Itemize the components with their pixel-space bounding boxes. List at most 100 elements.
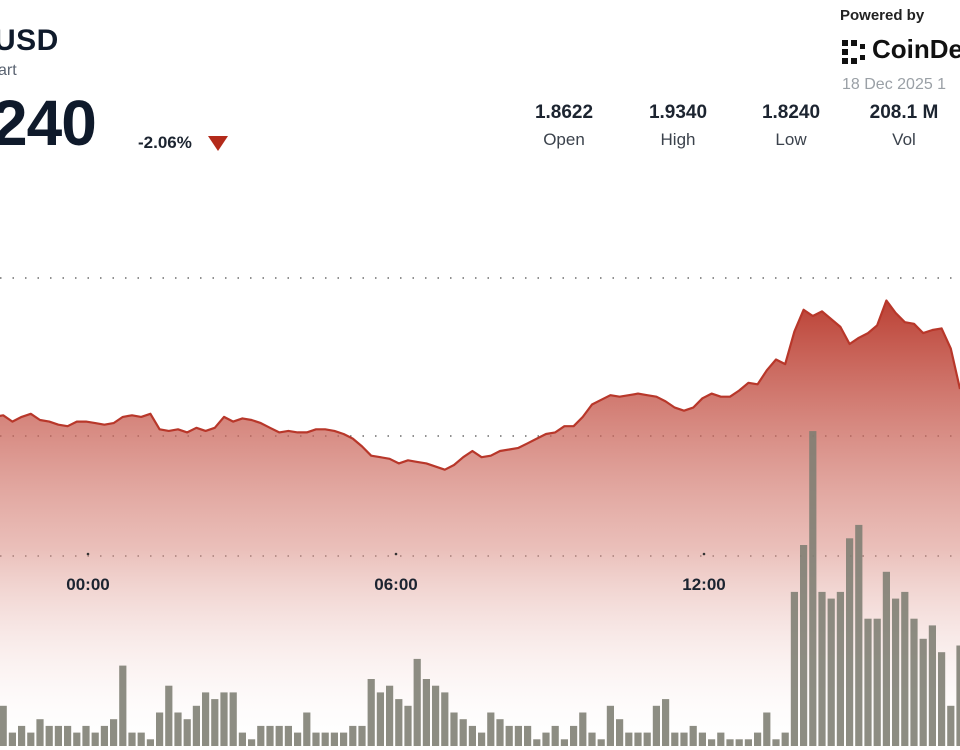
pair-title: USD	[0, 24, 59, 57]
stat-low-value: 1.8240	[761, 102, 821, 123]
x-tick-mark	[86, 552, 90, 556]
volume-bars	[0, 431, 960, 746]
x-tick-label: 06:00	[374, 575, 417, 594]
volume-bar	[901, 591, 909, 746]
coindesk-logo-icon[interactable]	[840, 38, 868, 66]
volume-bar	[800, 545, 808, 746]
stat-high: 1.9340 High	[628, 102, 728, 150]
volume-bar	[220, 692, 228, 746]
volume-bar	[257, 725, 265, 746]
volume-bar	[330, 732, 338, 746]
stat-vol-value: 208.1 M	[869, 102, 939, 123]
volume-bar	[882, 571, 890, 746]
x-axis-ticks: 00:00 06:00 12:00	[66, 552, 726, 594]
volume-bar	[321, 732, 329, 746]
volume-bar	[73, 732, 81, 746]
volume-bar	[8, 732, 16, 746]
volume-bar	[478, 732, 486, 746]
volume-bar	[45, 725, 53, 746]
volume-bar	[818, 591, 826, 746]
volume-bar	[809, 431, 817, 746]
volume-bar	[312, 732, 320, 746]
stat-vol: 208.1 M Vol	[854, 102, 954, 150]
volume-bar	[754, 732, 762, 746]
volume-bar	[266, 725, 274, 746]
volume-bar	[496, 719, 504, 746]
volume-bar	[873, 618, 881, 746]
volume-bar	[211, 699, 219, 746]
volume-bar	[846, 538, 854, 746]
volume-bar	[27, 732, 35, 746]
volume-bar	[560, 739, 568, 746]
timestamp: 18 Dec 2025 1	[842, 76, 947, 93]
volume-bar	[616, 719, 624, 746]
volume-bar	[54, 725, 62, 746]
volume-bar	[432, 685, 440, 746]
volume-bar	[165, 685, 173, 746]
brand-name[interactable]: CoinDe	[872, 34, 960, 64]
powered-by-label: Powered by	[840, 7, 925, 24]
volume-bar	[82, 725, 90, 746]
volume-bar	[772, 739, 780, 746]
volume-bar	[128, 732, 136, 746]
stat-open-value: 1.8622	[534, 102, 594, 123]
volume-bar	[386, 685, 394, 746]
volume-bar	[422, 679, 430, 746]
volume-bar	[625, 732, 633, 746]
volume-bar	[781, 732, 789, 746]
volume-bar	[735, 739, 743, 746]
volume-bar	[100, 725, 108, 746]
stat-vol-label: Vol	[892, 130, 916, 149]
volume-bar	[827, 598, 835, 746]
volume-bar	[18, 725, 26, 746]
volume-bar	[533, 739, 541, 746]
volume-bar	[708, 739, 716, 746]
volume-bar	[763, 712, 771, 746]
volume-bar	[652, 705, 660, 746]
x-tick-mark	[394, 552, 398, 556]
volume-bar	[790, 591, 798, 746]
volume-bar	[358, 725, 366, 746]
volume-bar	[717, 732, 725, 746]
volume-bar	[597, 739, 605, 746]
volume-bar	[275, 725, 283, 746]
x-tick-label: 00:00	[66, 575, 109, 594]
volume-bar	[487, 712, 495, 746]
volume-bar	[671, 732, 679, 746]
price-change: -2.06%	[138, 133, 192, 152]
volume-bar	[689, 725, 697, 746]
volume-bar	[146, 739, 154, 746]
volume-bar	[349, 725, 357, 746]
volume-bar	[156, 712, 164, 746]
volume-bar	[229, 692, 237, 746]
stat-open: 1.8622 Open	[514, 102, 614, 150]
volume-bar	[919, 638, 927, 746]
price-area	[0, 300, 960, 750]
chart-subtitle: art	[0, 62, 17, 79]
volume-bar	[579, 712, 587, 746]
volume-bar	[284, 725, 292, 746]
volume-bar	[606, 705, 614, 746]
volume-bar	[892, 598, 900, 746]
volume-bar	[137, 732, 145, 746]
volume-bar	[836, 591, 844, 746]
volume-bar	[110, 719, 118, 746]
volume-bar	[36, 719, 44, 746]
x-tick-label: 12:00	[682, 575, 725, 594]
volume-bar	[643, 732, 651, 746]
volume-bar	[441, 692, 449, 746]
stat-open-label: Open	[543, 130, 585, 149]
volume-bar	[726, 739, 734, 746]
volume-bar	[248, 739, 256, 746]
volume-bar	[864, 618, 872, 746]
volume-bar	[505, 725, 513, 746]
volume-bar	[459, 719, 467, 746]
volume-bar	[64, 725, 72, 746]
volume-bar	[450, 712, 458, 746]
stat-high-value: 1.9340	[648, 102, 708, 123]
volume-bar	[542, 732, 550, 746]
volume-bar	[910, 618, 918, 746]
volume-bar	[514, 725, 522, 746]
volume-bar	[183, 719, 191, 746]
